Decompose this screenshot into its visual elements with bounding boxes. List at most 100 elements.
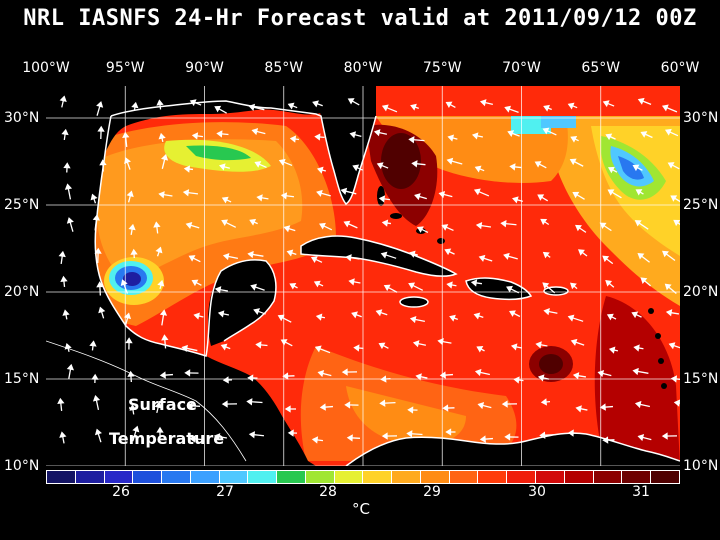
wind-arrow (506, 285, 520, 294)
wind-arrow (343, 220, 358, 229)
wind-arrow (64, 183, 73, 200)
wind-arrow (474, 165, 485, 173)
wind-arrow (347, 98, 360, 106)
colorbar-swatch (392, 471, 421, 483)
colorbar-swatch (507, 471, 537, 483)
wind-arrow (542, 282, 556, 294)
wind-arrow (602, 255, 614, 265)
wind-arrow (128, 223, 136, 236)
colorbar-swatch (651, 471, 679, 483)
wind-arrow (607, 189, 622, 199)
wind-arrow (479, 435, 494, 443)
wind-arrow (216, 130, 229, 138)
colorbar-swatch (277, 471, 306, 483)
colorbar-swatch (449, 471, 479, 483)
wind-arrow (248, 431, 265, 439)
wind-arrow (129, 404, 137, 415)
wind-arrow (193, 312, 204, 320)
wind-arrow (471, 132, 484, 140)
wind-arrow (632, 367, 649, 376)
wind-arrow (155, 246, 163, 257)
wind-arrow (539, 431, 556, 439)
wind-arrow (66, 217, 74, 232)
wind-arrow (319, 222, 333, 231)
wind-arrow (378, 195, 391, 203)
wind-arrow (504, 433, 519, 441)
land-south-america (346, 433, 680, 466)
colorbar-swatch (190, 471, 220, 483)
wind-arrow (312, 100, 323, 108)
lat-label-left: 10°N (4, 458, 40, 474)
colorbar-tick-label: 30 (528, 484, 546, 500)
wind-arrow (380, 251, 397, 259)
wind-arrow (607, 166, 618, 174)
wind-arrow (96, 281, 104, 296)
wind-arrow (218, 163, 230, 171)
wind-arrow (314, 345, 331, 354)
wind-arrow (248, 103, 265, 111)
wind-arrow (221, 219, 237, 228)
wind-arrow (540, 398, 551, 406)
wind-arrow (217, 310, 230, 318)
land-florida (311, 86, 376, 204)
wind-arrow (446, 157, 463, 165)
colorbar-swatch (622, 471, 652, 483)
wind-arrow (378, 342, 389, 350)
wind-arrow (599, 222, 612, 232)
wind-arrow (222, 252, 238, 261)
lon-label: 65°W (581, 60, 621, 76)
land-cuba (301, 236, 456, 277)
wind-arrow (316, 189, 331, 197)
wind-arrow (284, 405, 296, 413)
wind-arrow (124, 157, 131, 170)
wind-arrow (509, 163, 522, 171)
wind-arrow (383, 284, 398, 293)
wind-arrow (158, 191, 173, 199)
wind-arrow (415, 373, 428, 381)
wind-arrow (416, 226, 429, 233)
wind-arrow (449, 314, 458, 322)
wind-arrow (57, 397, 65, 412)
wind-arrow (130, 248, 138, 259)
wind-arrow (255, 341, 268, 349)
wind-arrow (637, 97, 652, 105)
wind-arrow (597, 369, 612, 378)
wind-arrow (512, 196, 523, 204)
wind-arrow (540, 218, 550, 226)
colorbar-swatch (75, 471, 105, 483)
wind-arrow (123, 312, 132, 327)
wind-arrow (640, 131, 653, 139)
wind-arrow (59, 95, 67, 108)
wind-arrow (351, 311, 362, 319)
wind-arrow (444, 248, 455, 256)
wind-arrow (256, 194, 269, 202)
wind-arrow (667, 162, 680, 170)
lat-label-right: 15°N (683, 371, 719, 387)
wind-arrow (311, 436, 324, 444)
colorbar-swatch (47, 471, 76, 483)
lat-label-right: 30°N (683, 110, 719, 126)
wind-arrow (373, 129, 388, 137)
colorbar-tick-label: 26 (112, 484, 130, 500)
wind-arrow (661, 104, 678, 113)
colorbar-tick-label: 29 (423, 484, 441, 500)
lat-label-left: 25°N (4, 197, 40, 213)
wind-arrow (250, 283, 265, 291)
wind-arrow (61, 128, 69, 141)
wind-arrow (438, 190, 453, 199)
wind-arrow (381, 104, 398, 113)
wind-arrow (186, 402, 201, 410)
wind-arrow (247, 374, 258, 382)
wind-arrow (599, 403, 614, 411)
wind-arrow (188, 255, 201, 263)
wind-arrow (287, 429, 298, 437)
colorbar-unit: °C (352, 500, 370, 518)
wind-arrow (570, 135, 579, 143)
wind-arrow (253, 308, 266, 315)
wind-arrow (537, 194, 549, 202)
wind-arrow (605, 280, 615, 288)
wind-arrow (126, 190, 134, 203)
wind-arrow (542, 127, 557, 136)
lon-label: 75°W (422, 60, 462, 76)
wind-arrow (90, 193, 98, 204)
